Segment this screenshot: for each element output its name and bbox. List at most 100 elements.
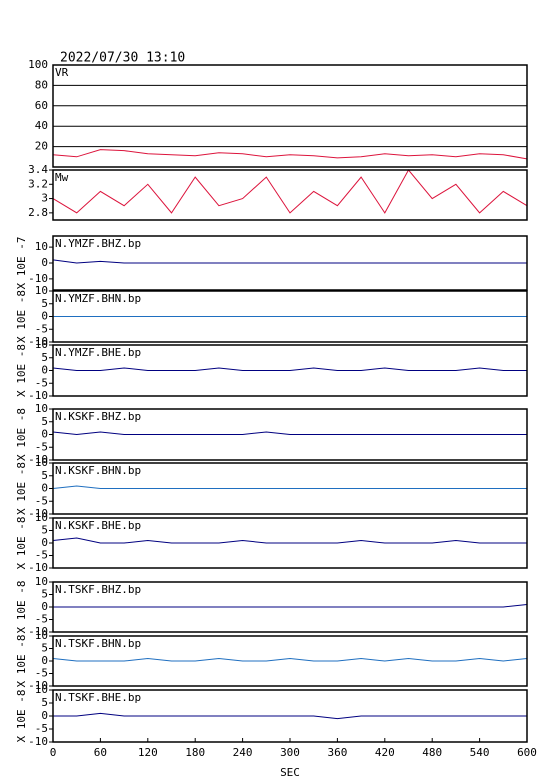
y-axis-label: X 10E -8 — [15, 408, 28, 461]
y-tick-label: 0 — [41, 654, 48, 667]
series-line — [52, 657, 528, 662]
x-tick-label: 540 — [470, 746, 490, 759]
panel-label: N.TSKF.BHN.bp — [55, 637, 141, 650]
panel-label: N.YMZF.BHE.bp — [55, 346, 141, 359]
x-tick-label: 120 — [138, 746, 158, 759]
y-axis-label: X 10E -7 — [15, 237, 28, 290]
y-tick-label: 5 — [41, 642, 48, 655]
y-tick-label: -5 — [35, 322, 48, 335]
y-tick-label: 0 — [41, 364, 48, 377]
y-tick-label: 5 — [41, 415, 48, 428]
y-tick-label: 3.2 — [28, 177, 48, 190]
y-tick-label: 5 — [41, 696, 48, 709]
y-tick-label: 10 — [35, 629, 48, 642]
y-tick-label: -5 — [35, 376, 48, 389]
y-tick-label: -5 — [35, 613, 48, 626]
y-tick-label: 10 — [35, 511, 48, 524]
y-tick-label: -10 — [28, 389, 48, 402]
y-tick-label: 0 — [41, 256, 48, 269]
x-tick-label: 60 — [94, 746, 107, 759]
x-axis-label: SEC — [280, 766, 300, 779]
panel-label: N.TSKF.BHZ.bp — [55, 583, 141, 596]
y-tick-label: -10 — [28, 625, 48, 638]
series-line — [52, 537, 527, 544]
y-tick-label: 2.8 — [28, 206, 48, 219]
x-tick-label: 300 — [280, 746, 300, 759]
y-tick-label: 3 — [41, 192, 48, 205]
panel-label: N.KSKF.BHE.bp — [55, 519, 141, 532]
panel-frame — [52, 462, 528, 515]
y-tick-label: -5 — [35, 549, 48, 562]
x-tick-label: 240 — [233, 746, 253, 759]
panel-label: N.KSKF.BHN.bp — [55, 464, 141, 477]
series-line — [52, 169, 528, 214]
series-line — [52, 485, 527, 489]
panel-label: N.KSKF.BHZ.bp — [55, 410, 141, 423]
y-tick-label: -5 — [35, 722, 48, 735]
y-tick-label: 10 — [35, 284, 48, 297]
y-tick-label: 5 — [41, 351, 48, 364]
series-line — [52, 367, 527, 371]
x-tick-label: 360 — [327, 746, 347, 759]
y-tick-label: 0 — [41, 536, 48, 549]
y-tick-label: 10 — [35, 456, 48, 469]
y-tick-label: -10 — [28, 453, 48, 466]
y-tick-label: -5 — [35, 667, 48, 680]
panel-frame — [52, 344, 528, 397]
panel-frame — [52, 235, 528, 291]
x-tick-label: 480 — [422, 746, 442, 759]
panel-frame — [52, 581, 528, 633]
panel-frame — [52, 635, 528, 687]
y-axis-label: X 10E -8 — [15, 517, 28, 570]
series-line — [52, 149, 528, 160]
panel-frame — [52, 408, 528, 461]
y-tick-label: 5 — [41, 297, 48, 310]
panel-frame — [52, 290, 528, 343]
panel-frame — [52, 169, 528, 221]
y-tick-label: 10 — [35, 338, 48, 351]
y-tick-label: 0 — [41, 310, 48, 323]
y-tick-label: -5 — [35, 494, 48, 507]
y-tick-label: 10 — [35, 240, 48, 253]
y-tick-label: 10 — [35, 402, 48, 415]
x-tick-label: 600 — [517, 746, 537, 759]
y-tick-label: 40 — [35, 119, 48, 132]
y-axis-label: X 10E -8 — [15, 344, 28, 397]
panel-frame — [52, 517, 528, 569]
chart-title: 2022/07/30 13:10 — [60, 51, 185, 66]
y-tick-label: 100 — [28, 58, 48, 71]
y-tick-label: 0 — [41, 428, 48, 441]
y-tick-label: 80 — [35, 78, 48, 91]
y-tick-label: 0 — [41, 482, 48, 495]
y-tick-label: -10 — [28, 679, 48, 692]
series-line — [53, 604, 528, 608]
y-tick-label: 10 — [35, 683, 48, 696]
y-tick-label: 0 — [41, 709, 48, 722]
y-tick-label: -10 — [28, 272, 48, 285]
y-axis-label: X 10E -8 — [15, 462, 28, 515]
y-tick-label: 10 — [35, 575, 48, 588]
panel-label: Mw — [55, 171, 69, 184]
panel-label: N.YMZF.BHZ.bp — [55, 237, 141, 250]
y-axis-label: X 10E -8 — [15, 635, 28, 688]
y-axis-label: X 10E -8 — [15, 581, 28, 634]
panel-label: VR — [55, 66, 69, 79]
y-tick-label: 20 — [35, 140, 48, 153]
y-tick-label: 5 — [41, 524, 48, 537]
panel-label: N.YMZF.BHN.bp — [55, 292, 141, 305]
y-tick-label: 5 — [41, 588, 48, 601]
y-axis-label: X 10E -8 — [15, 290, 28, 343]
series-line — [53, 712, 527, 720]
panel-frame — [52, 64, 528, 168]
series-line — [52, 431, 527, 436]
panel-label: N.TSKF.BHE.bp — [55, 691, 141, 704]
y-tick-label: -10 — [28, 561, 48, 574]
series-line — [52, 259, 527, 264]
y-tick-label: -5 — [35, 440, 48, 453]
y-tick-label: 5 — [41, 469, 48, 482]
y-tick-label: -10 — [28, 735, 48, 748]
x-tick-label: 420 — [375, 746, 395, 759]
y-tick-label: 60 — [35, 99, 48, 112]
y-tick-label: 3.4 — [28, 163, 48, 176]
